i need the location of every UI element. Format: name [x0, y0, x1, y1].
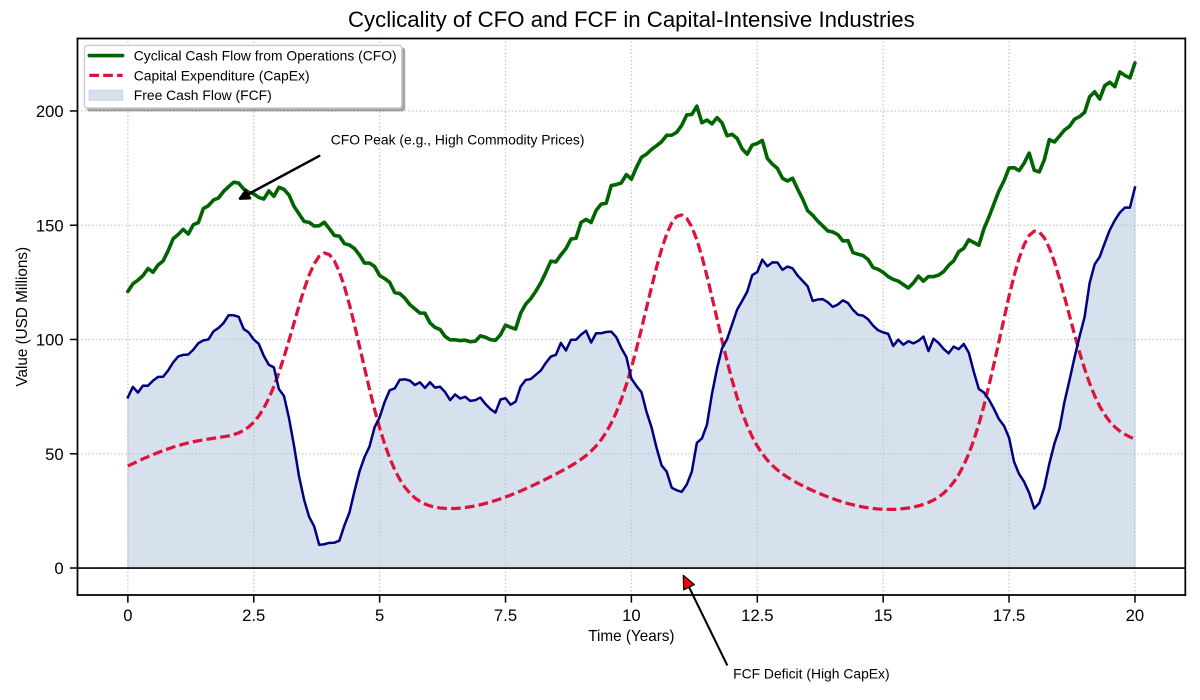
svg-text:5: 5	[375, 606, 384, 625]
svg-text:Cyclical Cash Flow from Operat: Cyclical Cash Flow from Operations (CFO)	[134, 47, 397, 63]
svg-text:Value (USD Millions): Value (USD Millions)	[14, 247, 31, 387]
svg-text:150: 150	[36, 216, 64, 235]
svg-text:Cyclicality of CFO and FCF in: Cyclicality of CFO and FCF in Capital-In…	[348, 7, 915, 32]
svg-text:0: 0	[123, 606, 132, 625]
svg-text:20: 20	[1126, 606, 1145, 625]
svg-text:200: 200	[36, 102, 64, 121]
svg-text:Time (Years): Time (Years)	[588, 628, 674, 645]
svg-text:10: 10	[622, 606, 641, 625]
svg-text:50: 50	[45, 445, 64, 464]
svg-text:7.5: 7.5	[494, 606, 517, 625]
svg-text:Free Cash Flow (FCF): Free Cash Flow (FCF)	[134, 87, 272, 103]
svg-text:CFO Peak (e.g., High Commodity: CFO Peak (e.g., High Commodity Prices)	[331, 131, 585, 147]
svg-text:15: 15	[874, 606, 893, 625]
svg-text:17.5: 17.5	[993, 606, 1025, 625]
svg-text:100: 100	[36, 331, 64, 350]
svg-text:Capital Expenditure (CapEx): Capital Expenditure (CapEx)	[134, 67, 310, 83]
svg-text:12.5: 12.5	[741, 606, 773, 625]
svg-text:0: 0	[54, 559, 63, 578]
svg-text:2.5: 2.5	[242, 606, 265, 625]
svg-text:FCF Deficit (High CapEx): FCF Deficit (High CapEx)	[733, 666, 890, 682]
